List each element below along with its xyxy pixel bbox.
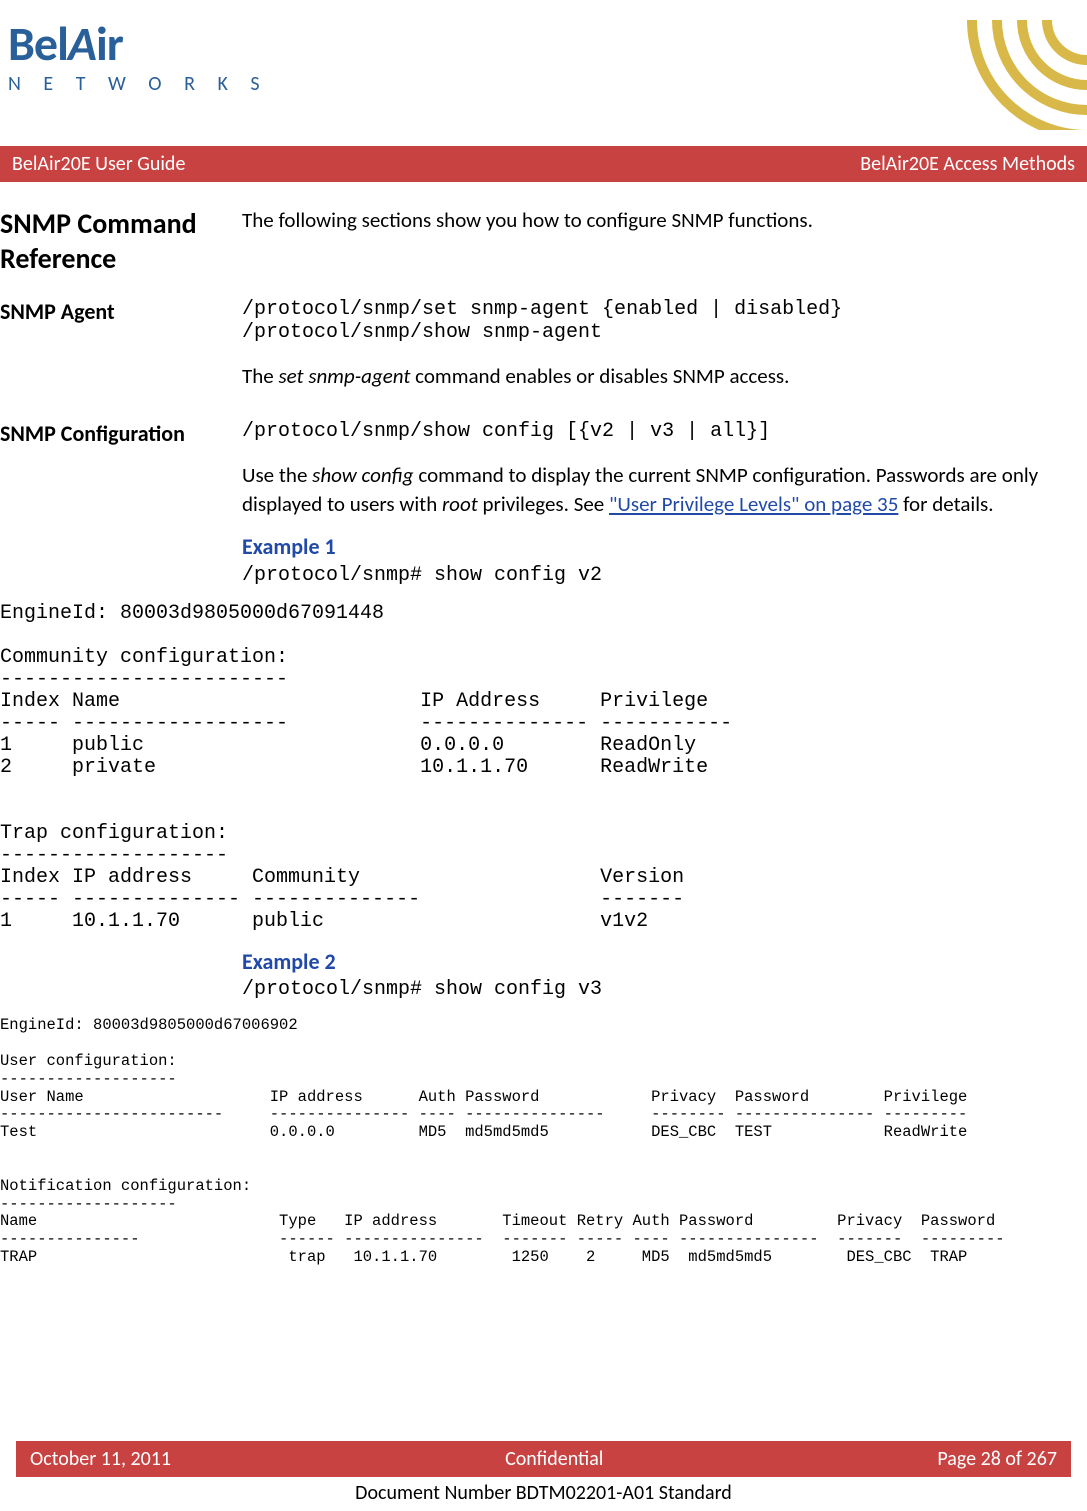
wave-icon (922, 20, 1087, 130)
footer-page: Page 28 of 267 (937, 1447, 1057, 1471)
section-intro: The following sections show you how to c… (242, 206, 1087, 264)
logo-text-top: BelAir (8, 20, 269, 68)
snmp-agent-desc: The set snmp-agent command enables or di… (242, 362, 1087, 390)
belair-logo: BelAir N E T W O R K S (8, 20, 269, 96)
header-logos: BelAir N E T W O R K S (0, 0, 1087, 146)
footer-date: October 11, 2011 (30, 1447, 171, 1471)
footer-confidential: Confidential (505, 1447, 603, 1471)
example-2-output: EngineId: 80003d9805000d67006902 User co… (0, 1017, 1087, 1266)
snmp-config-cmd: /protocol/snmp/show config [{v2 | v3 | a… (242, 420, 1087, 443)
snmp-agent-cmd1: /protocol/snmp/set snmp-agent {enabled |… (242, 298, 1087, 321)
snmp-agent-cmd2: /protocol/snmp/show snmp-agent (242, 321, 1087, 344)
title-bar: BelAir20E User Guide BelAir20E Access Me… (0, 146, 1087, 182)
link-user-privilege-levels[interactable]: "User Privilege Levels" on page 35 (609, 491, 898, 517)
footer-bar: October 11, 2011 Confidential Page 28 of… (16, 1441, 1071, 1477)
section-heading-snmp-command-reference: SNMP Command Reference (0, 206, 242, 276)
heading-snmp-configuration: SNMP Configuration (0, 420, 242, 586)
snmp-config-desc: Use the show config command to display t… (242, 461, 1087, 518)
example-1-cmd: /protocol/snmp# show config v2 (242, 564, 1087, 587)
footer-doc-number: Document Number BDTM02201-A01 Standard (0, 1481, 1087, 1505)
example-2-heading: Example 2 (242, 947, 1087, 977)
logo-text-bottom: N E T W O R K S (8, 72, 269, 96)
example-1-output: EngineId: 80003d9805000d67091448 Communi… (0, 603, 1087, 933)
title-bar-right: BelAir20E Access Methods (860, 152, 1075, 176)
example-2-cmd: /protocol/snmp# show config v3 (242, 978, 1087, 1001)
example-1-heading: Example 1 (242, 532, 1087, 562)
title-bar-left: BelAir20E User Guide (12, 152, 185, 176)
heading-snmp-agent: SNMP Agent (0, 298, 242, 402)
